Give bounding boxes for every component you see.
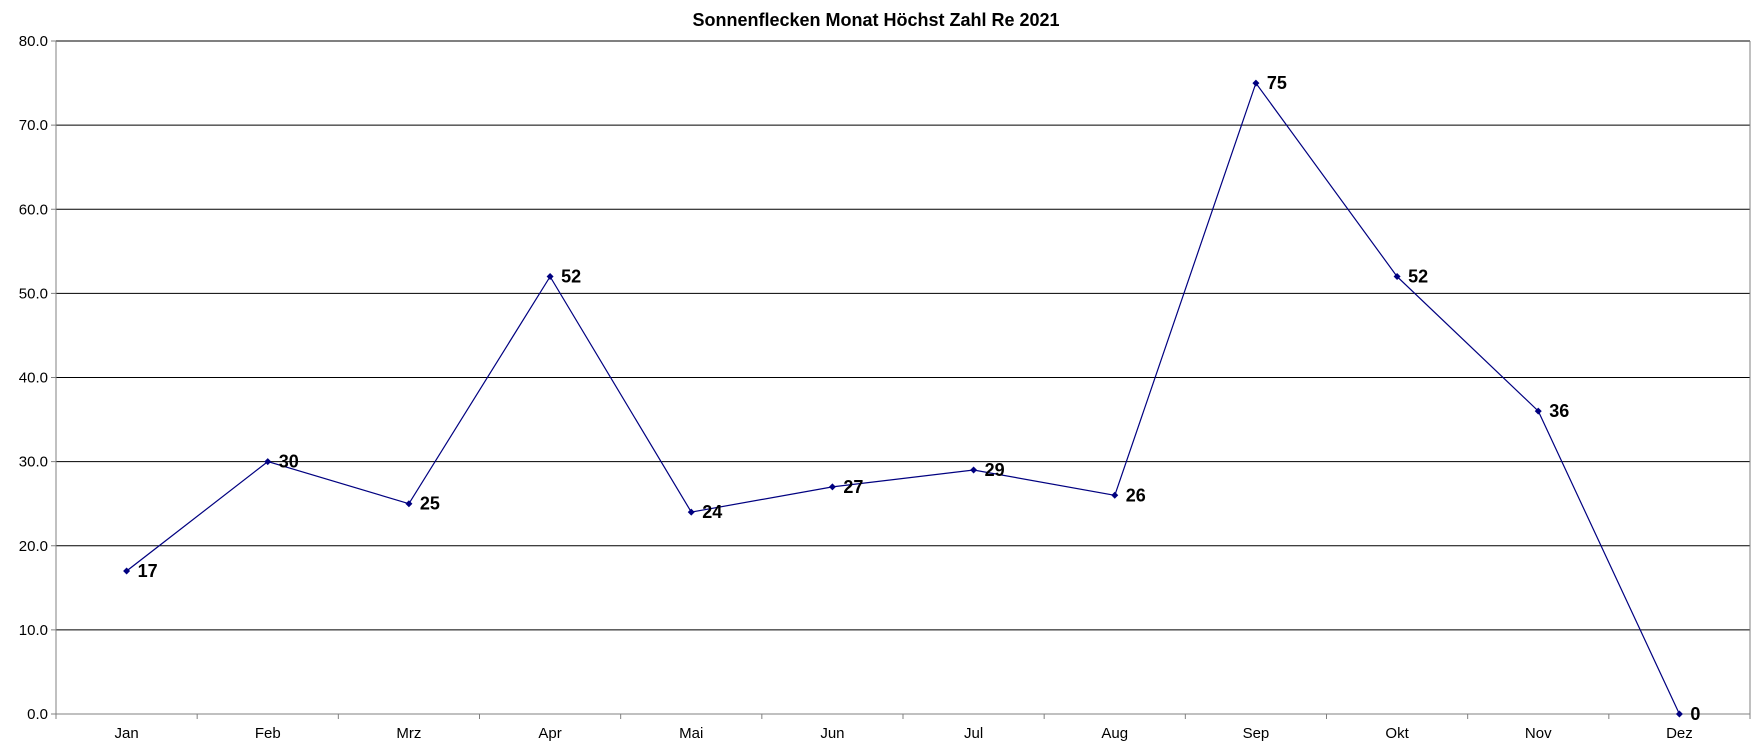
data-label: 27 — [843, 477, 863, 497]
data-point-marker — [1111, 491, 1119, 499]
series-line — [126, 81, 1680, 715]
data-point-marker — [687, 508, 695, 516]
y-tick-label: 80.0 — [19, 33, 48, 50]
data-point-marker — [1675, 710, 1683, 718]
x-axis-ticks: Jan Feb Mrz Apr Mai Jun Jul Aug Sep Okt Nov Dez — [55, 714, 1751, 742]
x-tick-label: Dez — [1666, 725, 1693, 742]
data-point-marker — [1252, 79, 1260, 87]
y-tick-label: 20.0 — [19, 538, 48, 555]
y-tick-label: 10.0 — [19, 622, 48, 639]
data-point-marker — [970, 466, 978, 474]
x-tick-label: Feb — [255, 725, 281, 742]
data-point-marker — [1534, 407, 1542, 415]
data-label: 26 — [1126, 485, 1146, 505]
series-line-group — [126, 81, 1680, 715]
data-label: 52 — [1408, 267, 1428, 287]
chart-title: Sonnenflecken Monat Höchst Zahl Re 2021 — [692, 10, 1059, 30]
x-tick-label: Sep — [1243, 725, 1270, 742]
data-label: 52 — [561, 267, 581, 287]
data-point-marker — [405, 500, 413, 508]
grid-lines — [56, 40, 1750, 631]
data-point-marker — [264, 458, 272, 466]
data-label: 0 — [1690, 704, 1700, 724]
data-point-marker — [546, 273, 554, 281]
data-label: 29 — [985, 460, 1005, 480]
data-label: 17 — [138, 561, 158, 581]
x-tick-label: Okt — [1385, 725, 1409, 742]
y-tick-label: 70.0 — [19, 117, 48, 134]
x-tick-label: Mai — [679, 725, 703, 742]
y-tick-label: 0.0 — [27, 706, 48, 723]
data-labels: 17 30 25 52 24 27 29 26 75 52 36 0 — [138, 73, 1701, 724]
data-point-marker — [123, 567, 131, 575]
y-tick-label: 40.0 — [19, 370, 48, 387]
data-point-marker — [828, 483, 836, 491]
x-tick-label: Mrz — [396, 725, 421, 742]
x-tick-label: Aug — [1101, 725, 1128, 742]
data-label: 25 — [420, 494, 440, 514]
x-tick-label: Apr — [538, 725, 561, 742]
x-tick-label: Jun — [820, 725, 844, 742]
y-tick-label: 30.0 — [19, 454, 48, 471]
data-label: 75 — [1267, 73, 1287, 93]
data-label: 36 — [1549, 401, 1569, 421]
y-axis-ticks: 0.0 10.0 20.0 30.0 40.0 50.0 60.0 70.0 80.0 — [19, 33, 56, 723]
data-label: 30 — [279, 452, 299, 472]
data-label: 24 — [702, 502, 722, 522]
x-tick-label: Nov — [1525, 725, 1552, 742]
data-point-marker — [1393, 273, 1401, 281]
y-tick-label: 60.0 — [19, 201, 48, 218]
x-tick-label: Jan — [114, 725, 138, 742]
x-tick-label: Jul — [964, 725, 983, 742]
y-tick-label: 50.0 — [19, 285, 48, 302]
data-points — [123, 79, 1683, 718]
